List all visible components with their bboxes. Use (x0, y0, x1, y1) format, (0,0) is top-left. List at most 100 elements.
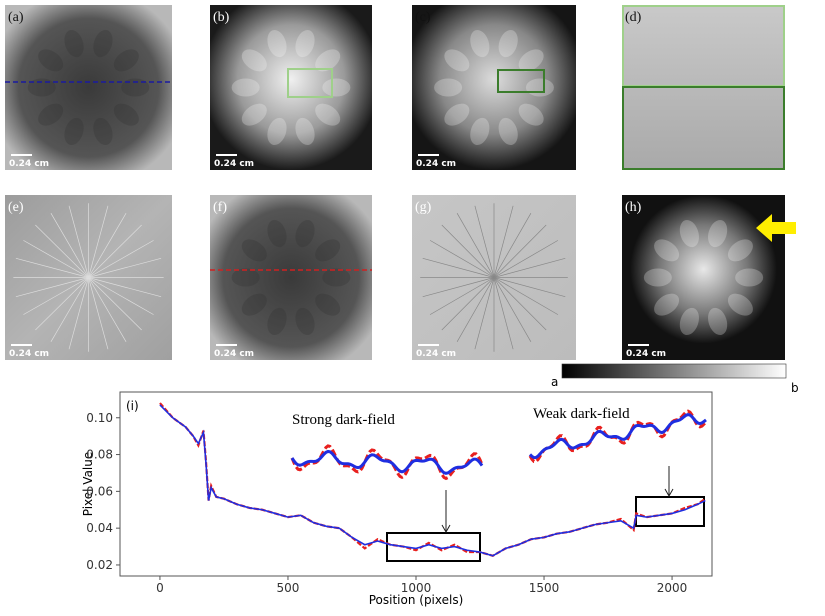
petal (654, 293, 680, 316)
fibre (441, 277, 495, 331)
petal (113, 103, 139, 126)
image-panels: (a) 0.24 cm (b) 0.24 cm (c) 0.24 cm (d) (e) 0.24… (5, 5, 796, 360)
petal (679, 307, 699, 336)
fibre (493, 277, 566, 298)
scale-label: 0.24 cm (416, 159, 456, 169)
petal (267, 29, 287, 58)
petal (295, 307, 315, 336)
fibre (493, 205, 514, 278)
scale-label: 0.24 cm (9, 349, 49, 359)
y-tick-label: 0.06 (86, 484, 113, 498)
x-tick-label: 500 (277, 581, 300, 595)
petal (267, 219, 287, 248)
y-tick-label: 0.04 (86, 521, 113, 535)
inset-blue (290, 449, 484, 475)
petal (241, 103, 267, 126)
scale-label: 0.24 cm (416, 349, 456, 359)
arrow-head (664, 488, 674, 498)
x-tick-label: 0 (156, 581, 164, 595)
petal (654, 239, 680, 262)
panel-label: (g) (415, 200, 432, 215)
petal (518, 103, 544, 126)
image (5, 5, 172, 170)
panel-label: (a) (8, 10, 24, 25)
petal (241, 49, 267, 72)
petal (518, 49, 544, 72)
petal (27, 78, 56, 97)
fibre (68, 277, 89, 350)
colorbar-high: b (791, 381, 799, 395)
panel-label: (h) (625, 200, 642, 215)
petal (267, 307, 287, 336)
petal (295, 117, 315, 146)
scale-label: 0.24 cm (214, 349, 254, 359)
scale-label: 0.24 cm (214, 159, 254, 169)
petal (727, 239, 753, 262)
fibre (474, 205, 495, 278)
series-line (159, 404, 706, 557)
petal (93, 29, 113, 58)
petal (93, 117, 113, 146)
fibre (88, 213, 127, 278)
fibre (493, 213, 532, 278)
petal (708, 219, 728, 248)
petal (498, 117, 518, 146)
petal (267, 117, 287, 146)
y-axis-label: Pixel Value (81, 452, 95, 517)
fibre (422, 257, 495, 278)
chart-panel-label: (i) (126, 399, 139, 413)
petal (241, 239, 267, 262)
fibre (88, 205, 109, 278)
fibre (88, 277, 162, 298)
fibre (50, 213, 89, 278)
petal (643, 268, 672, 287)
x-tick-label: 1000 (401, 581, 432, 595)
petal (231, 268, 260, 287)
petal (315, 293, 341, 316)
fibre (456, 213, 495, 278)
fibre (88, 277, 109, 350)
fibre (15, 257, 89, 278)
fibre (474, 277, 495, 350)
petal (322, 78, 351, 97)
petal (231, 78, 260, 97)
fibre (68, 205, 89, 278)
fibre (493, 257, 566, 278)
petal (295, 219, 315, 248)
fibre (35, 224, 89, 278)
petal (38, 49, 64, 72)
fibre (422, 277, 495, 298)
petal (525, 78, 554, 97)
petal (322, 268, 351, 287)
zoom-box (635, 496, 705, 527)
fibre (88, 224, 142, 278)
petal (444, 103, 470, 126)
series-line (159, 402, 706, 557)
line-chart: (i) Position (pixels) Pixel Value Strong… (81, 391, 713, 607)
fibre (88, 277, 154, 315)
petal (315, 239, 341, 262)
arrow-head (441, 524, 451, 534)
petal (470, 29, 490, 58)
y-tick-label: 0.02 (86, 558, 113, 572)
y-tick-label: 0.10 (86, 411, 113, 425)
fibre (493, 224, 547, 278)
petal (315, 103, 341, 126)
insets (290, 409, 708, 481)
fibre (429, 240, 495, 278)
colorbar-gradient (561, 363, 787, 379)
petal (727, 293, 753, 316)
annotation: Strong dark-field (292, 412, 395, 428)
fibre (35, 277, 89, 331)
petal (241, 293, 267, 316)
fibre (88, 277, 127, 342)
fibre (493, 277, 514, 350)
scale-label: 0.24 cm (626, 349, 666, 359)
petal (295, 29, 315, 58)
fibre (88, 257, 162, 278)
fibre (15, 277, 89, 298)
fibre (493, 277, 532, 342)
petal (64, 117, 84, 146)
petal (708, 307, 728, 336)
